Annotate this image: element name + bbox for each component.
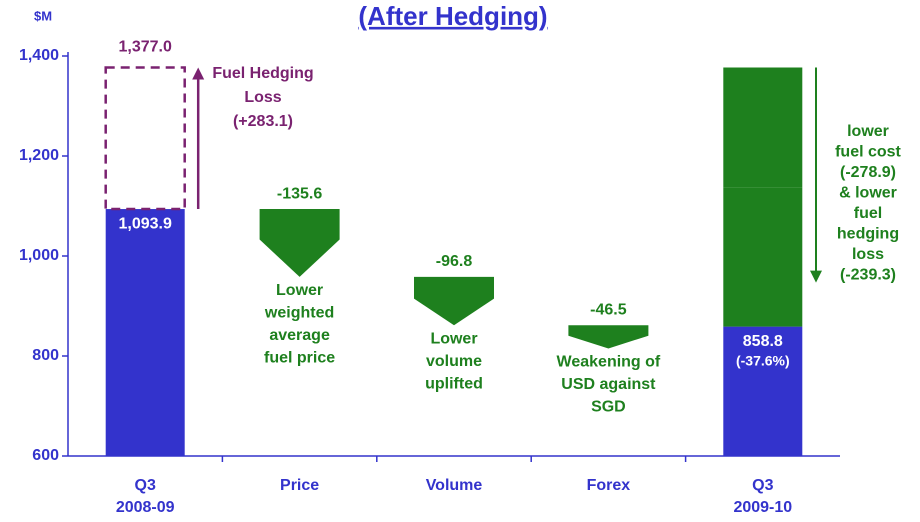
total-bar	[105, 209, 185, 456]
final-note: (-37.6%)	[736, 352, 790, 368]
step-annotation: Weakening of	[557, 354, 661, 371]
x-tick-label: 2008-09	[116, 499, 175, 516]
y-tick-label: 1,200	[19, 147, 59, 164]
step-annotation: average	[269, 327, 330, 344]
x-tick-label: Price	[280, 477, 319, 494]
y-unit-label: $M	[34, 8, 52, 23]
step-annotation: uplifted	[425, 375, 483, 392]
step-annotation: weighted	[264, 305, 334, 322]
value-label: 1,093.9	[119, 215, 172, 232]
reduction-text: fuel	[854, 205, 882, 222]
step-annotation: Lower	[430, 330, 477, 347]
x-tick-label: 2009-10	[733, 499, 792, 516]
chart-title: (After Hedging)	[358, 1, 547, 31]
reduction-text: fuel cost	[835, 144, 901, 161]
reduction-value: (-278.9)	[840, 164, 896, 181]
hedging-arrowhead	[192, 67, 205, 80]
total-bar	[723, 326, 803, 456]
hedging-total-label: 1,377.0	[119, 39, 172, 56]
step-arrow	[568, 325, 649, 349]
value-label: -46.5	[590, 301, 627, 318]
reduction-text: lower	[847, 123, 889, 140]
step-annotation: fuel price	[264, 350, 335, 367]
x-tick-label: Q3	[135, 477, 156, 494]
x-tick-label: Volume	[426, 477, 483, 494]
y-tick-label: 1,400	[19, 47, 59, 64]
hedging-text: Fuel Hedging	[212, 65, 313, 82]
value-label: 858.8	[743, 333, 783, 350]
reduction-bar	[723, 67, 803, 188]
step-annotation: Lower	[276, 282, 323, 299]
step-arrow	[259, 209, 340, 277]
value-label: -135.6	[277, 185, 322, 202]
step-arrow	[414, 276, 494, 326]
step-annotation: SGD	[591, 399, 626, 416]
x-tick-label: Forex	[587, 477, 631, 494]
reduction-arrowhead	[810, 270, 822, 283]
reduction-text: loss	[852, 246, 884, 263]
reduction-text: & lower	[839, 185, 897, 202]
reduction-value: (-239.3)	[840, 267, 896, 284]
reduction-text: hedging	[837, 226, 899, 243]
step-annotation: volume	[426, 353, 482, 370]
hedging-value: (+283.1)	[233, 113, 293, 130]
value-label: -96.8	[436, 253, 473, 270]
y-tick-label: 800	[32, 347, 59, 364]
hedging-text: Loss	[244, 89, 281, 106]
step-annotation: USD against	[561, 376, 656, 393]
y-tick-label: 1,000	[19, 247, 59, 264]
hedging-box	[104, 66, 186, 211]
y-tick-label: 600	[32, 447, 59, 464]
x-tick-label: Q3	[752, 477, 773, 494]
reduction-bar	[723, 187, 803, 327]
